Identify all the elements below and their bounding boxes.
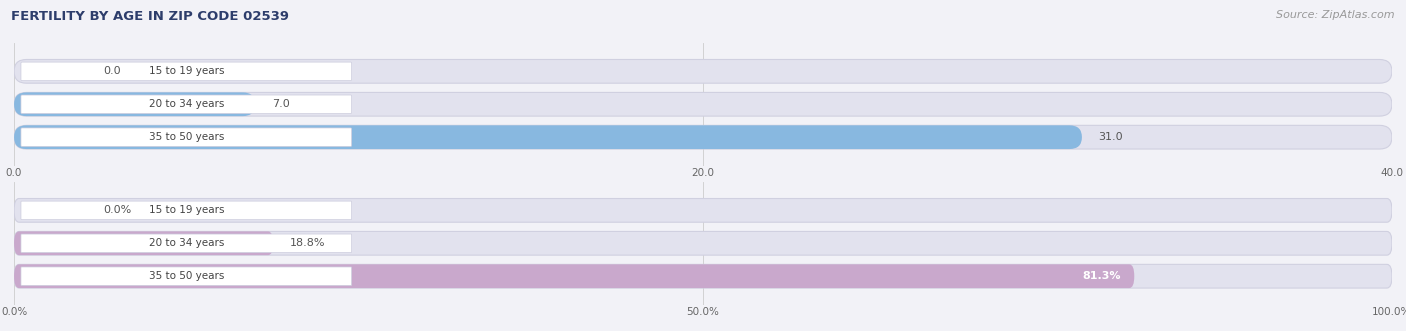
Text: 35 to 50 years: 35 to 50 years (149, 132, 224, 142)
FancyBboxPatch shape (14, 125, 1392, 149)
FancyBboxPatch shape (14, 60, 1392, 83)
FancyBboxPatch shape (14, 92, 256, 116)
Text: 35 to 50 years: 35 to 50 years (149, 271, 224, 281)
Text: 15 to 19 years: 15 to 19 years (149, 205, 224, 215)
FancyBboxPatch shape (14, 92, 1392, 116)
FancyBboxPatch shape (14, 264, 1135, 288)
FancyBboxPatch shape (21, 267, 351, 285)
FancyBboxPatch shape (14, 125, 1083, 149)
Text: 15 to 19 years: 15 to 19 years (149, 66, 224, 76)
FancyBboxPatch shape (14, 199, 1392, 222)
Text: 18.8%: 18.8% (290, 238, 325, 248)
Text: 0.0: 0.0 (104, 66, 121, 76)
Text: 20 to 34 years: 20 to 34 years (149, 99, 224, 109)
FancyBboxPatch shape (21, 234, 351, 253)
FancyBboxPatch shape (21, 128, 351, 146)
FancyBboxPatch shape (14, 264, 1392, 288)
Text: 31.0: 31.0 (1098, 132, 1123, 142)
FancyBboxPatch shape (21, 62, 351, 80)
Text: 20 to 34 years: 20 to 34 years (149, 238, 224, 248)
FancyBboxPatch shape (14, 231, 273, 255)
Text: FERTILITY BY AGE IN ZIP CODE 02539: FERTILITY BY AGE IN ZIP CODE 02539 (11, 10, 290, 23)
Text: Source: ZipAtlas.com: Source: ZipAtlas.com (1277, 10, 1395, 20)
Text: 0.0%: 0.0% (104, 205, 132, 215)
FancyBboxPatch shape (21, 95, 351, 114)
FancyBboxPatch shape (14, 231, 1392, 255)
FancyBboxPatch shape (21, 201, 351, 219)
Text: 7.0: 7.0 (271, 99, 290, 109)
Text: 81.3%: 81.3% (1083, 271, 1121, 281)
